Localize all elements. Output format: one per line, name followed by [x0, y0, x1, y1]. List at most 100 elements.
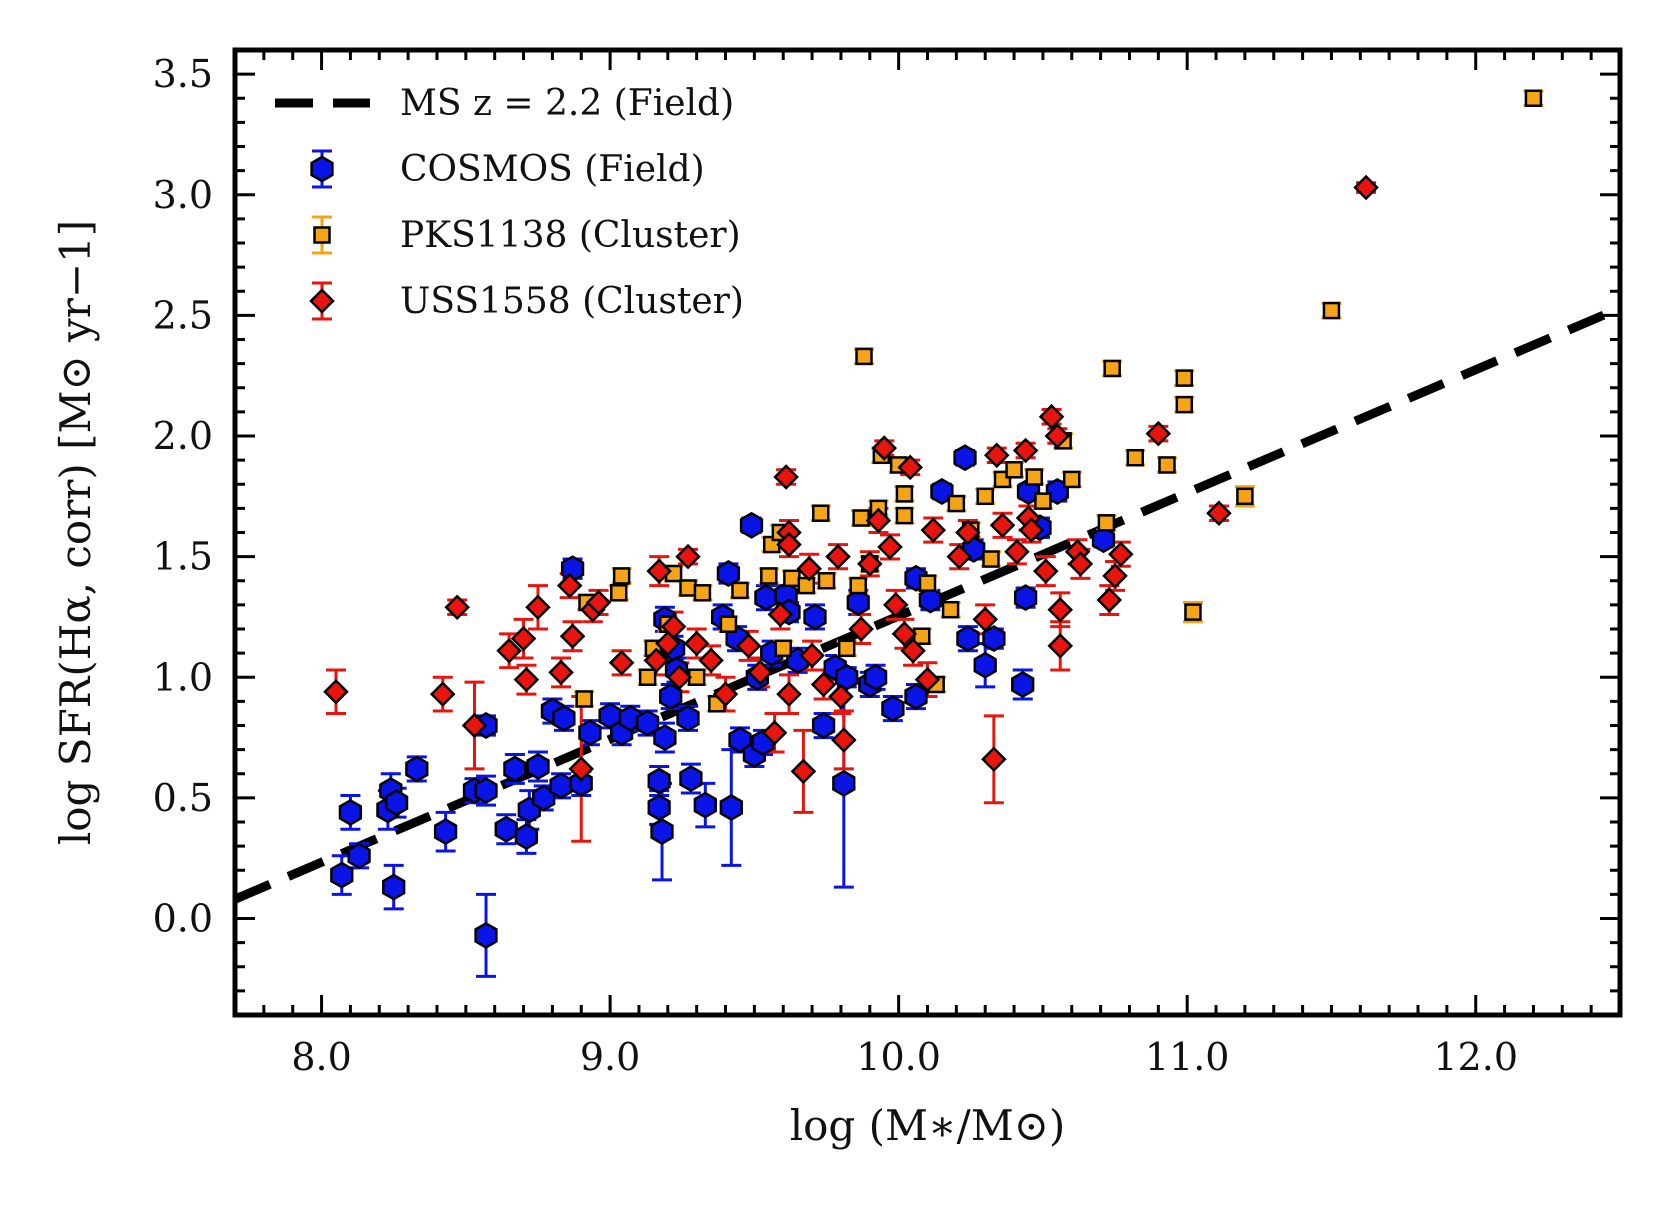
- data-point: [895, 506, 914, 525]
- data-point: [1145, 420, 1172, 447]
- data-point: [496, 637, 522, 664]
- x-tick-label: 12.0: [1433, 1035, 1518, 1079]
- y-tick-label: 3.0: [153, 173, 213, 217]
- data-point: [1025, 468, 1044, 486]
- data-point: [549, 772, 573, 800]
- x-tick-label: 10.0: [856, 1035, 941, 1079]
- data-point: [494, 815, 518, 843]
- legend: MS z = 2.2 (Field) COSMOS (Field) PKS1138 …: [275, 83, 744, 322]
- data-point: [882, 592, 909, 618]
- data-point: [1018, 517, 1045, 543]
- data-point: [474, 777, 498, 805]
- data-point: [891, 621, 918, 647]
- data-point: [405, 755, 429, 783]
- y-tick-label: 2.0: [153, 414, 213, 458]
- data-point: [525, 594, 551, 621]
- data-point: [1236, 487, 1254, 506]
- data-point: [946, 543, 973, 570]
- y-tick-label: 1.0: [153, 655, 213, 699]
- data-point: [760, 567, 778, 585]
- data-point: [559, 623, 586, 650]
- data-point: [976, 487, 994, 506]
- data-point: [503, 755, 527, 783]
- data-point: [650, 818, 674, 846]
- data-point: [754, 584, 778, 612]
- data-point: [981, 746, 1007, 773]
- data-point: [947, 494, 966, 513]
- data-point: [655, 630, 681, 657]
- data-point: [647, 767, 671, 795]
- data-point: [920, 517, 947, 543]
- data-point: [1063, 470, 1081, 489]
- data-point: [972, 606, 998, 633]
- data-point: [865, 507, 892, 534]
- legend-label: MS z = 2.2 (Field): [400, 83, 734, 124]
- data-point: [1038, 403, 1065, 430]
- x-tick-label: 9.0: [580, 1035, 640, 1079]
- data-point: [1034, 492, 1052, 510]
- data-point: [1011, 671, 1035, 698]
- data-point: [1012, 437, 1039, 464]
- data-point: [1096, 587, 1123, 613]
- legend-label: COSMOS (Field): [400, 149, 705, 190]
- data-point: [790, 758, 817, 785]
- legend-label: USS1558 (Cluster): [400, 281, 744, 322]
- data-point: [783, 569, 801, 588]
- data-point: [585, 589, 612, 616]
- data-points-layer: [323, 89, 1544, 978]
- data-point: [608, 650, 635, 676]
- data-point: [693, 791, 717, 819]
- data-point: [1005, 461, 1023, 479]
- data-point: [1103, 359, 1121, 378]
- data-point: [647, 794, 671, 821]
- data-point: [578, 719, 602, 747]
- data-point: [1184, 603, 1202, 621]
- data-point: [835, 663, 859, 691]
- data-point: [323, 678, 349, 705]
- data-point: [776, 681, 802, 707]
- data-point: [433, 818, 458, 846]
- data-point: [461, 712, 488, 739]
- y-tick-label: 0.0: [153, 897, 213, 941]
- data-point: [831, 727, 857, 753]
- data-point: [799, 642, 825, 669]
- y-tick-label: 3.5: [153, 52, 213, 96]
- data-point: [568, 756, 595, 782]
- data-point: [811, 504, 830, 522]
- data-point: [761, 719, 788, 746]
- data-point: [510, 625, 537, 652]
- data-point: [747, 659, 773, 686]
- data-point: [857, 551, 883, 577]
- data-point: [513, 666, 540, 693]
- data-point: [1175, 369, 1194, 387]
- data-point: [347, 842, 371, 870]
- data-point: [982, 625, 1006, 653]
- data-point: [552, 704, 576, 732]
- data-point: [817, 572, 836, 590]
- data-point: [773, 464, 799, 490]
- data-point: [569, 769, 593, 797]
- data-point: [693, 584, 712, 602]
- legend-marker: [313, 226, 331, 244]
- data-point: [930, 478, 954, 505]
- data-point: [941, 600, 960, 619]
- data-point: [1097, 514, 1116, 532]
- y-tick-label: 0.5: [153, 776, 213, 820]
- data-point: [1047, 596, 1073, 623]
- data-point: [660, 613, 687, 640]
- data-point: [895, 485, 914, 503]
- data-point: [675, 543, 701, 570]
- data-point: [797, 576, 816, 595]
- data-point: [1067, 551, 1094, 577]
- data-point: [429, 681, 456, 707]
- data-point: [1353, 174, 1379, 201]
- data-point: [852, 509, 870, 527]
- series-markers-diamond: [323, 174, 1379, 785]
- data-point: [989, 512, 1016, 539]
- data-point: [796, 555, 822, 582]
- data-point: [735, 633, 762, 659]
- data-point: [384, 789, 409, 817]
- legend-label: PKS1138 (Cluster): [400, 215, 741, 256]
- y-axis-label: log SFR(Hα, corr) [M⊙ yr−1]: [51, 220, 100, 845]
- data-point: [330, 861, 354, 889]
